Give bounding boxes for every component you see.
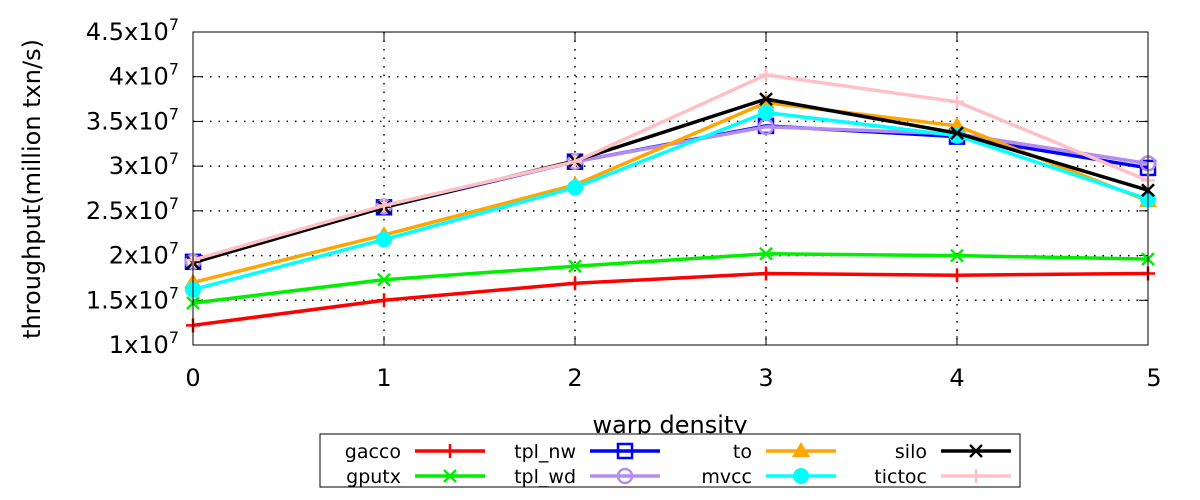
legend-label: silo — [895, 441, 927, 463]
data-point — [616, 467, 634, 485]
y-tick-label: 3.5x107 — [86, 104, 179, 135]
legend-label: mvcc — [701, 466, 752, 488]
data-point — [377, 198, 391, 213]
series-line — [192, 110, 1149, 292]
series-line — [192, 271, 1149, 328]
data-point — [969, 469, 983, 483]
y-tick-label: 1x107 — [109, 328, 179, 359]
legend: gacco gputx tpl_nw tpl_wd to mvcc silo tictoc — [319, 433, 1021, 488]
legend-label: gputx — [346, 466, 401, 488]
data-point — [377, 272, 391, 287]
data-point — [759, 67, 773, 82]
x-tick-label: 4 — [949, 364, 964, 392]
data-point — [950, 248, 964, 263]
x-tick-label: 5 — [1146, 364, 1161, 392]
data-point — [759, 246, 773, 261]
legend-box — [319, 433, 1021, 488]
y-axis-ticks: 1x107 1.5x107 2x107 2.5x107 3x107 3.5x107 4x10… — [86, 15, 1148, 359]
series-line — [192, 97, 1149, 265]
data-point — [969, 444, 983, 458]
data-point — [568, 276, 582, 291]
x-axis-ticks: 0 1 2 3 4 5 — [185, 32, 1162, 392]
data-point — [793, 468, 809, 484]
series-line — [192, 73, 1149, 262]
data-point — [950, 94, 964, 109]
y-tick-label: 1.5x107 — [86, 283, 179, 314]
series-mvcc — [185, 104, 1156, 298]
x-tick-label: 2 — [567, 364, 582, 392]
data-point — [950, 126, 964, 140]
y-tick-label: 4.5x107 — [86, 15, 179, 46]
x-tick-label: 3 — [758, 364, 773, 392]
legend-label: to — [733, 441, 752, 463]
data-point — [950, 268, 964, 283]
data-point — [758, 104, 774, 121]
series-tictoc — [186, 67, 1155, 268]
legend-label: tpl_nw — [514, 441, 576, 463]
legend-label: gacco — [345, 441, 401, 463]
y-tick-label: 2x107 — [109, 239, 179, 270]
data-point — [568, 259, 582, 274]
y-axis-title: throughput(million txn/s) — [18, 39, 46, 339]
data-point — [759, 266, 773, 281]
data-point — [443, 469, 457, 483]
data-point — [443, 444, 457, 458]
data-point — [567, 179, 583, 196]
series-line — [192, 252, 1149, 305]
y-tick-label: 4x107 — [109, 60, 179, 91]
data-point — [792, 442, 810, 457]
data-point — [616, 442, 634, 460]
legend-label: tictoc — [874, 466, 927, 488]
x-tick-label: 0 — [185, 364, 200, 392]
series-line — [192, 100, 1149, 285]
y-tick-label: 3x107 — [109, 149, 179, 180]
y-tick-label: 2.5x107 — [86, 194, 179, 225]
legend-label: tpl_wd — [514, 466, 576, 488]
plot-frame — [192, 31, 1149, 346]
series-lines — [184, 67, 1157, 333]
data-point — [568, 154, 582, 169]
grid — [193, 32, 1148, 345]
series-gacco — [186, 266, 1155, 333]
data-point — [759, 92, 773, 106]
data-point — [376, 231, 392, 248]
data-point — [377, 293, 391, 308]
x-tick-label: 1 — [376, 364, 391, 392]
